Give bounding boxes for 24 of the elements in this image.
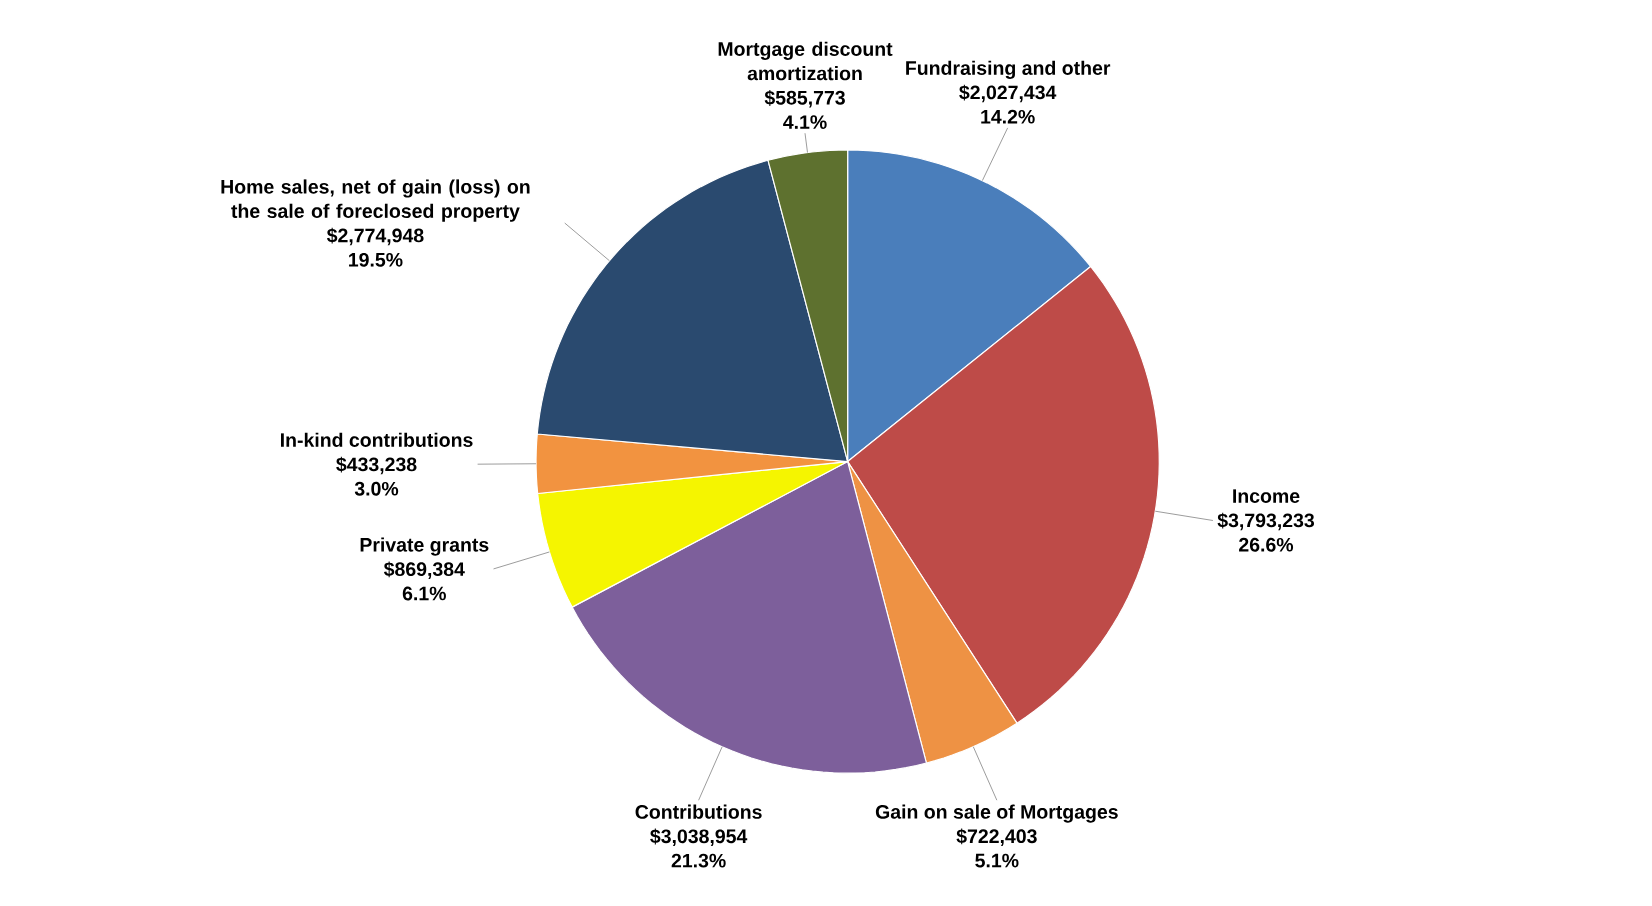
slice-label: Income — [1233, 489, 1300, 504]
slice-label: Home sales, net of gain (loss) on the sale of foreclosed property — [221, 179, 530, 223]
data-label: $2,027,434 — [959, 84, 1057, 103]
text: 26.6% — [1239, 538, 1294, 552]
slice-label: Mortgage discount amortization — [718, 41, 893, 81]
data-label: $869,384 — [383, 561, 465, 580]
slice-label: Private grants — [360, 537, 489, 556]
text: 6.1% — [402, 586, 446, 601]
text: 5.1% — [975, 853, 1019, 868]
text: 4.1% — [783, 115, 827, 130]
slice-label: Gain on sale of Mortgages — [875, 804, 1118, 823]
data-label: $2,774,948 — [326, 227, 424, 246]
data-label: $3,793,233 — [1217, 512, 1315, 531]
text: 3.0% — [354, 482, 399, 496]
slice-label: In-kind contributions — [281, 432, 473, 448]
slice-label: Fundraising and other — [906, 60, 1111, 80]
text: 14.2% — [981, 110, 1035, 124]
data-label: $3,038,954 — [650, 828, 748, 847]
text: 21.3% — [671, 853, 726, 868]
slice-label: Contributions — [635, 804, 762, 820]
data-label: $585,773 — [764, 90, 845, 108]
data-label: $433,238 — [336, 456, 417, 475]
data-label: $722,403 — [956, 828, 1037, 847]
text: 19.5% — [349, 253, 403, 267]
